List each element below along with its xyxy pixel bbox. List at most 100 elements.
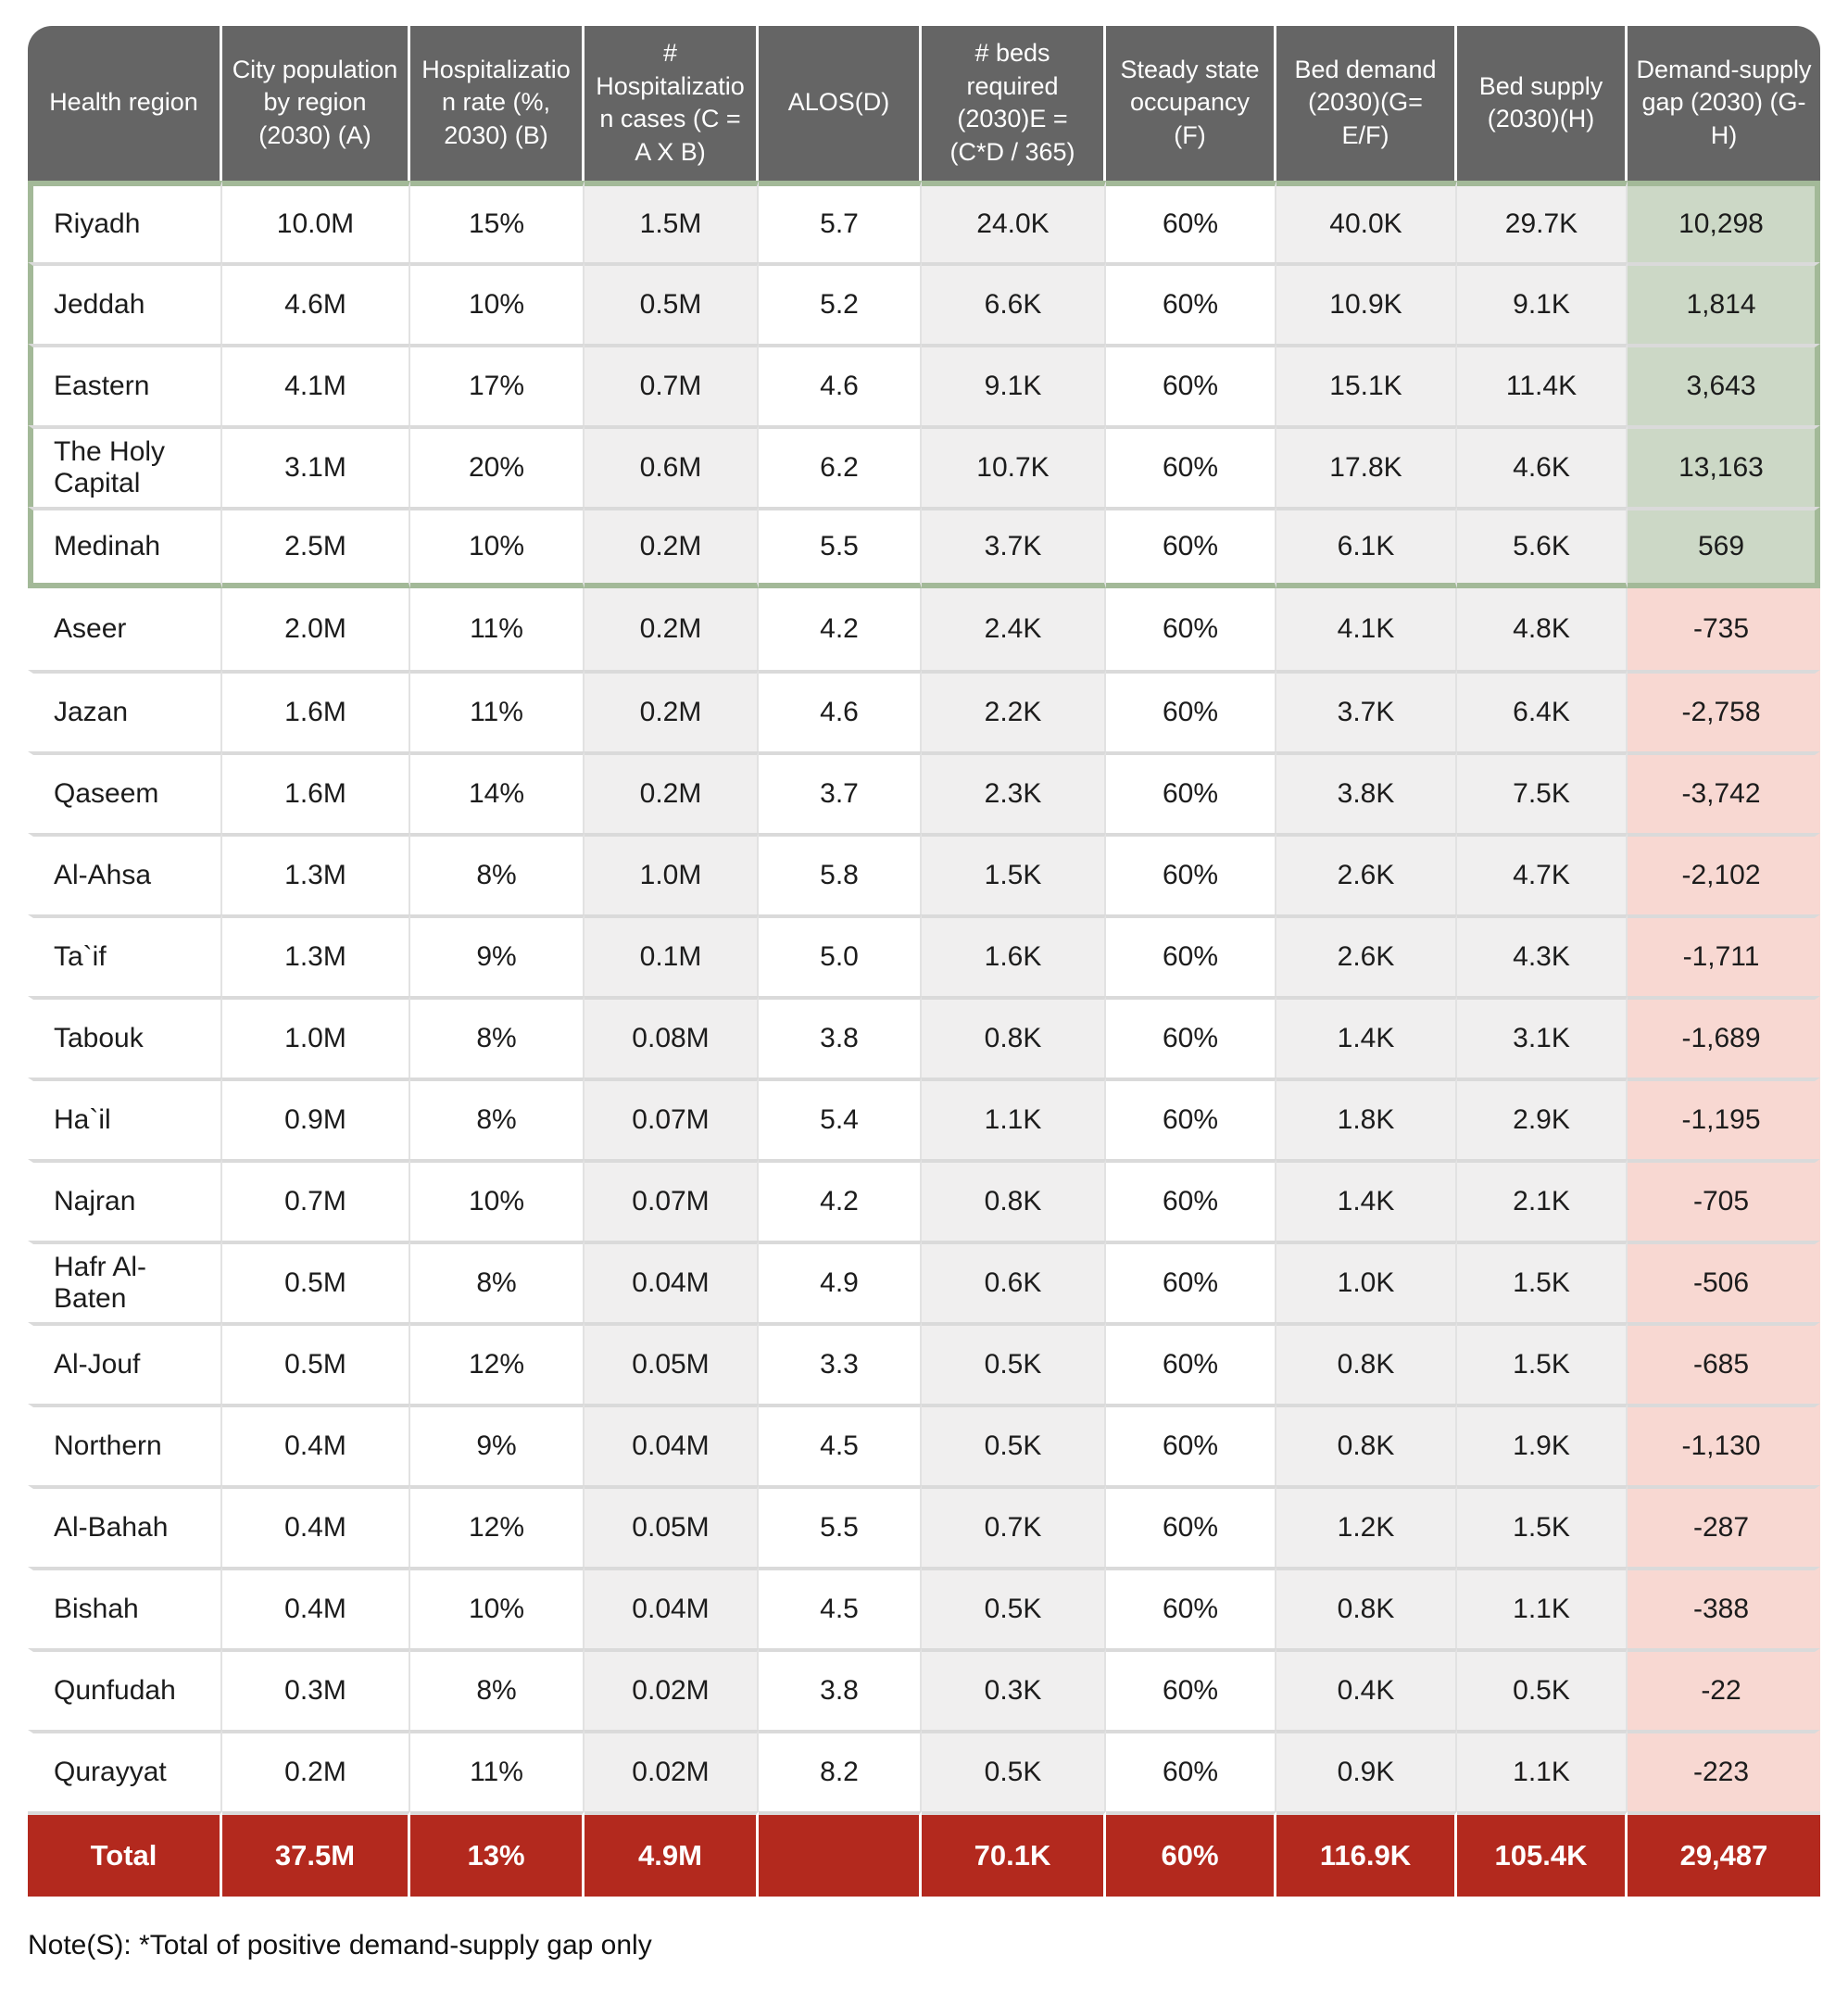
value-cell: 0.9K <box>1276 1729 1457 1811</box>
total-value-cell: 116.9K <box>1276 1810 1457 1897</box>
value-cell: 0.7K <box>922 1484 1106 1567</box>
table-row: Medinah 2.5M 10% 0.2M 5.5 3.7K 60% 6.1K 5.6K 569 <box>28 506 1820 588</box>
value-cell: 1.3M <box>222 914 410 996</box>
value-cell: 0.08M <box>585 995 759 1078</box>
value-cell: 60% <box>1106 180 1276 262</box>
value-cell: 3.8 <box>759 1647 922 1730</box>
value-cell: 2.6K <box>1276 832 1457 914</box>
value-cell: 1.0M <box>585 832 759 914</box>
region-cell: Al-Jouf <box>28 1321 222 1404</box>
value-cell: 0.8K <box>1276 1321 1457 1404</box>
value-cell: 9.1K <box>922 343 1106 425</box>
column-header-3: Hospitalization rate (%, 2030) (B) <box>410 26 585 181</box>
value-cell: -506 <box>1628 1240 1820 1322</box>
value-cell: 3.7 <box>759 750 922 833</box>
value-cell: 0.4K <box>1276 1647 1457 1730</box>
value-cell: 1.5M <box>585 180 759 262</box>
column-header-7: Steady state occupancy (F) <box>1106 26 1276 181</box>
value-cell: 60% <box>1106 1729 1276 1811</box>
value-cell: 0.07M <box>585 1077 759 1159</box>
value-cell: -1,711 <box>1628 914 1820 996</box>
region-cell: Tabouk <box>28 995 222 1078</box>
value-cell: 8.2 <box>759 1729 922 1811</box>
value-cell: 5.5 <box>759 1484 922 1567</box>
value-cell: 8% <box>410 1647 585 1730</box>
column-header-6: # beds required (2030)E = (C*D / 365) <box>922 26 1106 181</box>
region-cell: Al-Ahsa <box>28 832 222 914</box>
value-cell: 10% <box>410 261 585 344</box>
value-cell: 60% <box>1106 669 1276 751</box>
value-cell: 8% <box>410 832 585 914</box>
value-cell: 60% <box>1106 1158 1276 1241</box>
table-row: Al-Jouf 0.5M 12% 0.05M 3.3 0.5K 60% 0.8K 1.5K -68… <box>28 1321 1820 1404</box>
table-footer: Total 37.5M 13% 4.9M 70.1K 60% 116.9K 105.4K 29,… <box>28 1810 1820 1897</box>
value-cell: 0.7M <box>222 1158 410 1241</box>
value-cell: 3.8K <box>1276 750 1457 833</box>
value-cell: 13,163 <box>1628 424 1820 507</box>
value-cell: 0.4M <box>222 1403 410 1485</box>
value-cell: 1.6M <box>222 750 410 833</box>
region-cell: Medinah <box>28 506 222 588</box>
region-cell: Ha`il <box>28 1077 222 1159</box>
value-cell: 569 <box>1628 506 1820 588</box>
value-cell: 0.2M <box>585 669 759 751</box>
value-cell: 5.8 <box>759 832 922 914</box>
value-cell: 6.1K <box>1276 506 1457 588</box>
value-cell: 0.5K <box>922 1729 1106 1811</box>
table-row: Tabouk 1.0M 8% 0.08M 3.8 0.8K 60% 1.4K 3.1K -1,68… <box>28 995 1820 1078</box>
value-cell: 1.2K <box>1276 1484 1457 1567</box>
total-value-cell: 105.4K <box>1457 1810 1628 1897</box>
table-row: Hafr Al-Baten 0.5M 8% 0.04M 4.9 0.6K 60% 1.0K 1.… <box>28 1240 1820 1322</box>
value-cell: -1,689 <box>1628 995 1820 1078</box>
column-header-5: ALOS(D) <box>759 26 922 181</box>
value-cell: 5.7 <box>759 180 922 262</box>
value-cell: 0.9M <box>222 1077 410 1159</box>
value-cell: 0.4M <box>222 1484 410 1567</box>
value-cell: 4.3K <box>1457 914 1628 996</box>
value-cell: 0.5K <box>922 1321 1106 1404</box>
value-cell: 1.3M <box>222 832 410 914</box>
value-cell: 0.05M <box>585 1321 759 1404</box>
table-row: Qaseem 1.6M 14% 0.2M 3.7 2.3K 60% 3.8K 7.5K -3,74… <box>28 750 1820 833</box>
value-cell: 0.05M <box>585 1484 759 1567</box>
region-cell: Northern <box>28 1403 222 1485</box>
value-cell: 4.6M <box>222 261 410 344</box>
value-cell: 60% <box>1106 914 1276 996</box>
table-header: Health region City population by region (… <box>28 26 1820 181</box>
value-cell: 60% <box>1106 1566 1276 1648</box>
value-cell: 11% <box>410 1729 585 1811</box>
value-cell: 11% <box>410 587 585 670</box>
value-cell: -22 <box>1628 1647 1820 1730</box>
value-cell: 9% <box>410 1403 585 1485</box>
table-row: Ta`if 1.3M 9% 0.1M 5.0 1.6K 60% 2.6K 4.3K -1,711 <box>28 914 1820 996</box>
region-cell: Najran <box>28 1158 222 1241</box>
value-cell: 1,814 <box>1628 261 1820 344</box>
value-cell: 0.6M <box>585 424 759 507</box>
total-value-cell: 37.5M <box>222 1810 410 1897</box>
value-cell: 1.5K <box>1457 1321 1628 1404</box>
value-cell: 0.8K <box>922 995 1106 1078</box>
value-cell: 6.6K <box>922 261 1106 344</box>
value-cell: 5.4 <box>759 1077 922 1159</box>
value-cell: 4.1M <box>222 343 410 425</box>
value-cell: 11% <box>410 669 585 751</box>
value-cell: 1.4K <box>1276 1158 1457 1241</box>
value-cell: 1.0M <box>222 995 410 1078</box>
value-cell: 0.5M <box>222 1240 410 1322</box>
value-cell: 4.9 <box>759 1240 922 1322</box>
value-cell: 60% <box>1106 832 1276 914</box>
value-cell: 2.6K <box>1276 914 1457 996</box>
value-cell: 1.1K <box>1457 1729 1628 1811</box>
table-row: Al-Bahah 0.4M 12% 0.05M 5.5 0.7K 60% 1.2K 1.5K -2… <box>28 1484 1820 1567</box>
value-cell: 3.7K <box>1276 669 1457 751</box>
value-cell: 8% <box>410 1240 585 1322</box>
value-cell: 9% <box>410 914 585 996</box>
value-cell: -705 <box>1628 1158 1820 1241</box>
value-cell: 17% <box>410 343 585 425</box>
value-cell: 0.2M <box>585 750 759 833</box>
region-cell: Al-Bahah <box>28 1484 222 1567</box>
value-cell: 1.5K <box>1457 1240 1628 1322</box>
value-cell: 15.1K <box>1276 343 1457 425</box>
column-header-9: Bed supply (2030)(H) <box>1457 26 1628 181</box>
